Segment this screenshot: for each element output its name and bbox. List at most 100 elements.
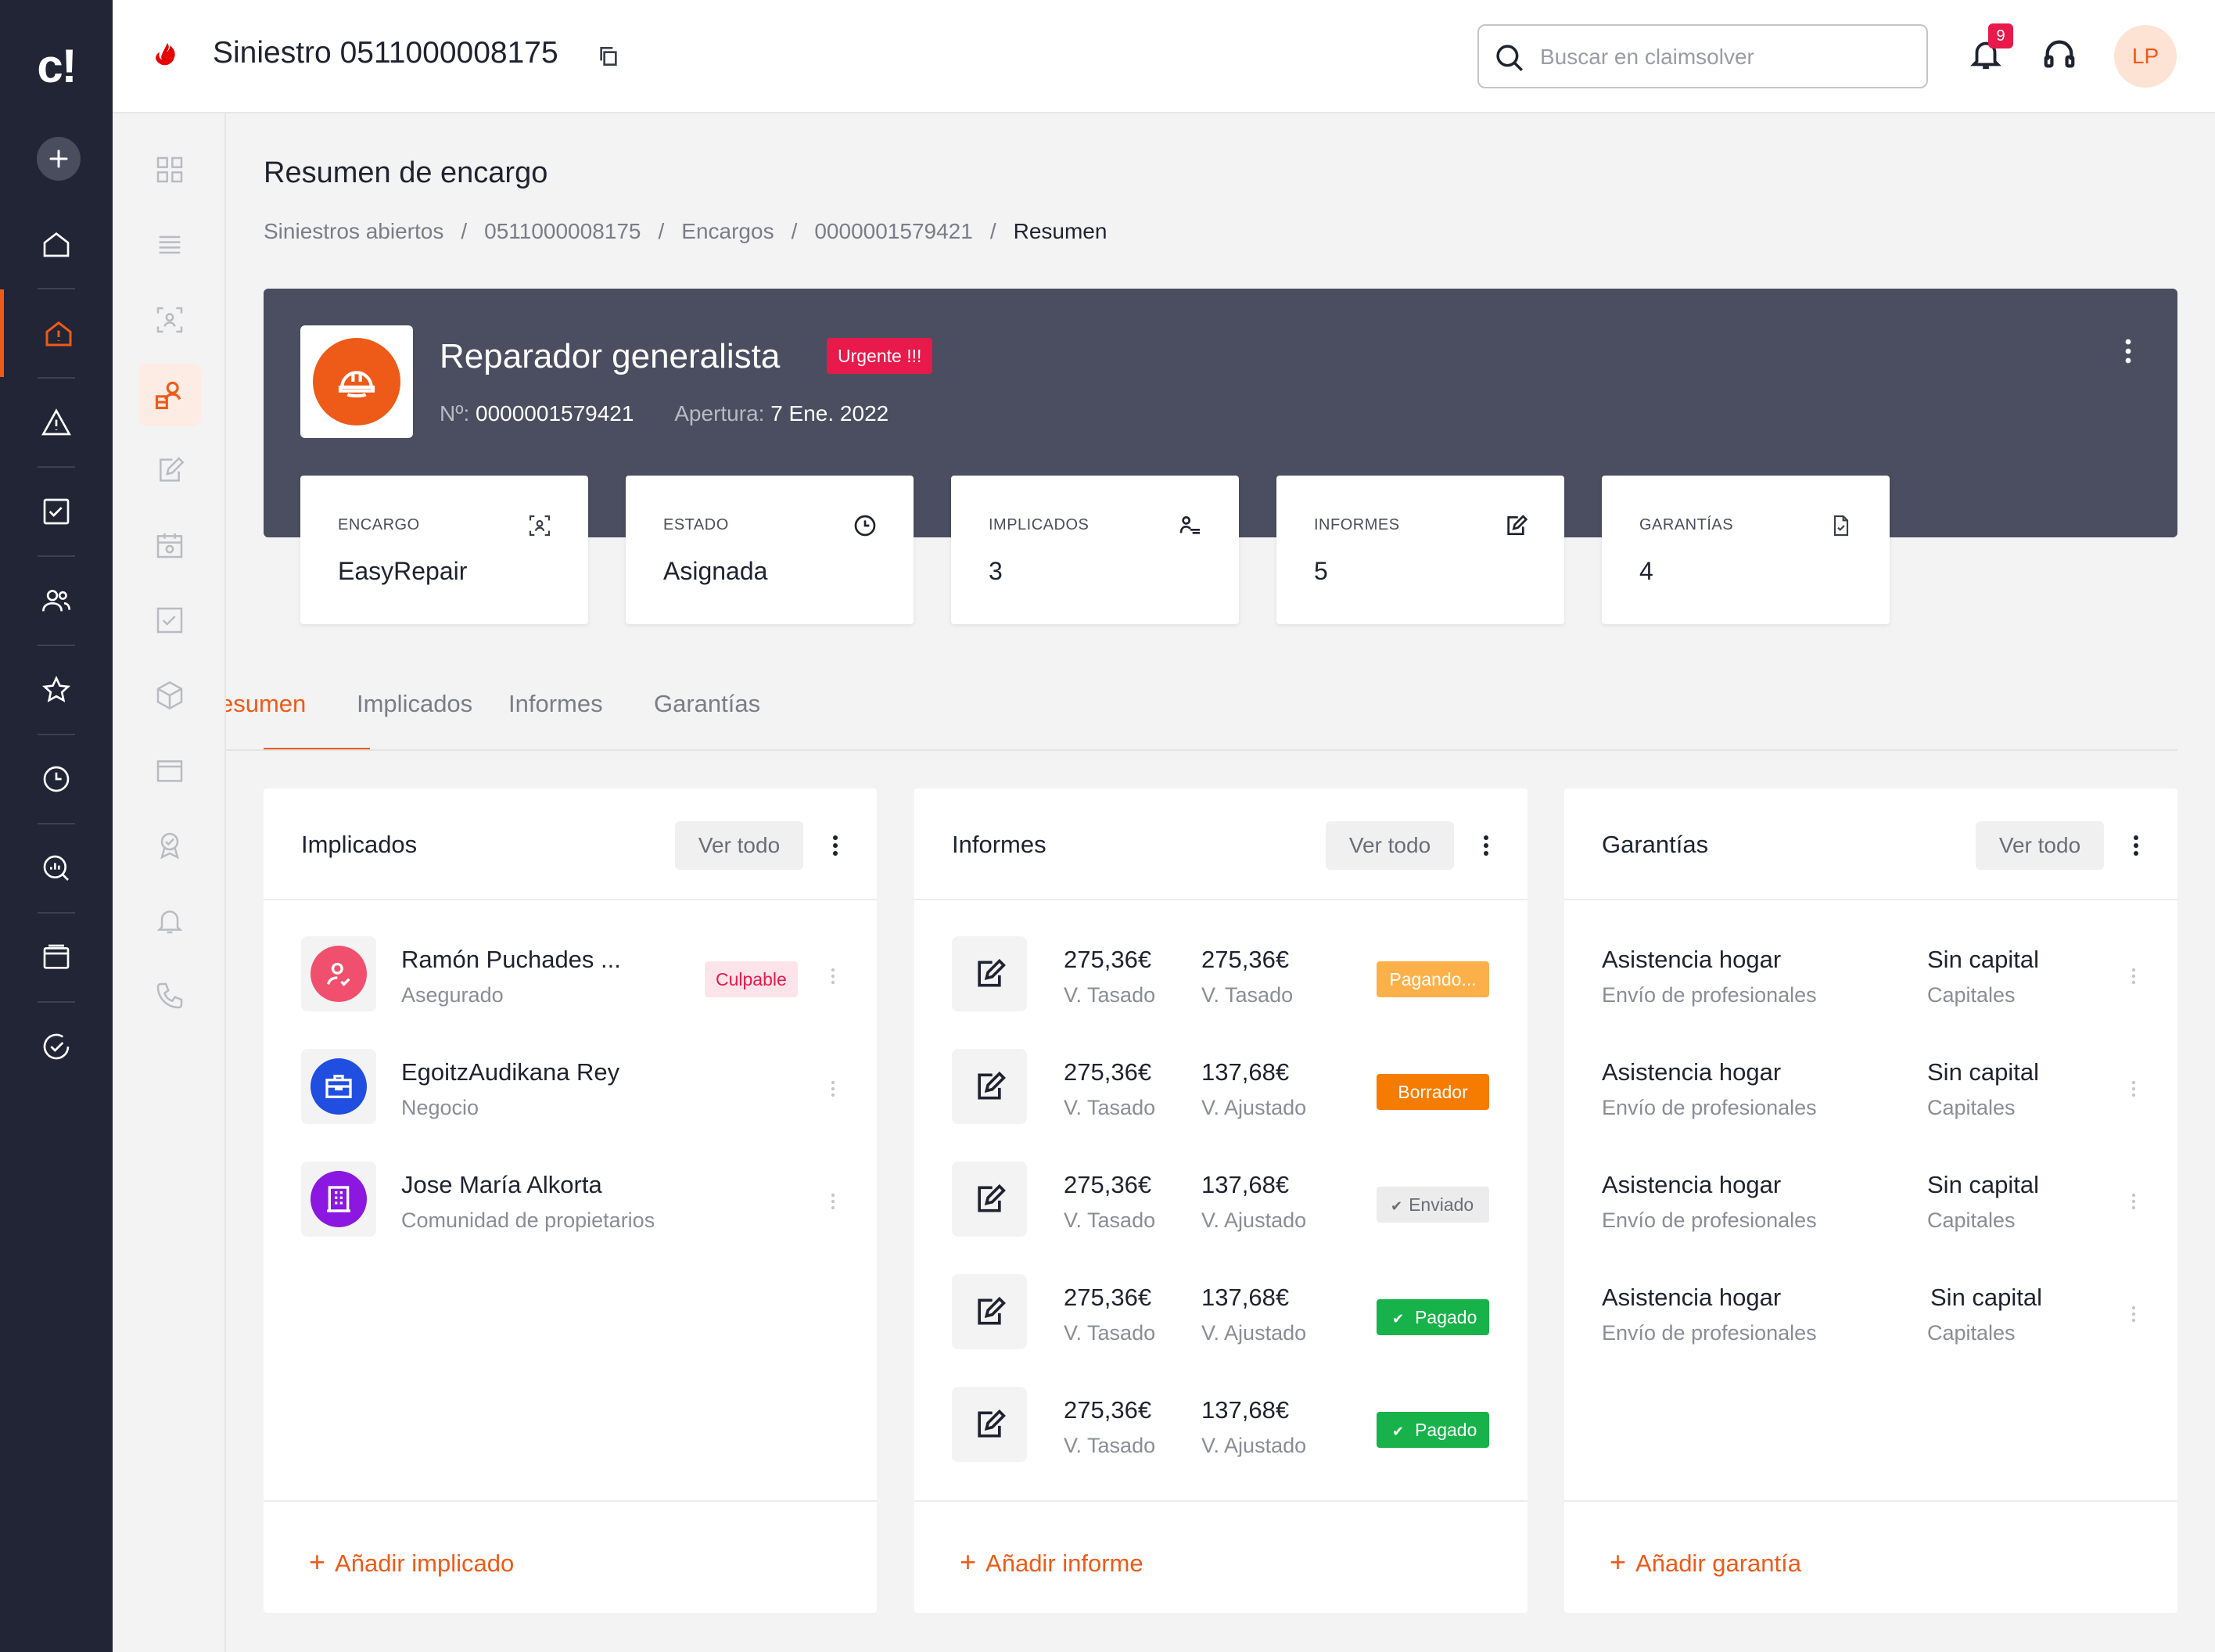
view-all-button[interactable]: Ver todo <box>1976 821 2104 870</box>
involved-name: Jose María Alkorta <box>401 1171 602 1198</box>
report-row[interactable]: 275,36€ V. Tasado 275,36€ V. Tasado Paga… <box>914 900 1528 1013</box>
breadcrumb-item[interactable]: Encargos <box>681 219 774 243</box>
more-icon[interactable] <box>2123 337 2133 365</box>
more-icon[interactable] <box>830 1079 836 1099</box>
guarantee-capital-label: Capitales <box>1927 1096 2016 1119</box>
guarantee-desc: Envío de profesionales <box>1602 1321 1817 1345</box>
breadcrumb-item[interactable]: 0511000008175 <box>484 219 641 243</box>
involved-icon <box>1179 516 1200 534</box>
breadcrumb-item[interactable]: Siniestros abiertos <box>264 219 444 243</box>
report-row[interactable]: 275,36€ V. Tasado 137,68€ V. Ajustado ✔ P… <box>914 1238 1528 1351</box>
more-icon[interactable] <box>2131 1191 2137 1212</box>
insured-icon <box>327 962 350 986</box>
guarantee-capital-label: Capitales <box>1927 983 2016 1007</box>
view-all-button[interactable]: Ver todo <box>1326 821 1454 870</box>
subnav-calls[interactable] <box>138 964 201 1027</box>
appraised-label: V. Tasado <box>1064 1434 1156 1457</box>
section-tabs: esumen Implicados Informes Garantías <box>226 681 2177 751</box>
guarantee-name: Asistencia hogar <box>1602 946 1782 973</box>
building-icon <box>327 1186 350 1212</box>
subnav-windows[interactable] <box>138 739 201 802</box>
more-icon[interactable] <box>2131 1079 2137 1099</box>
view-all-button[interactable]: Ver todo <box>675 821 803 870</box>
list-item[interactable]: EgoitzAudikana Rey Negocio <box>264 1013 877 1126</box>
breadcrumb-item[interactable]: 0000001579421 <box>814 219 973 243</box>
nav-tasks[interactable] <box>0 468 113 555</box>
more-icon[interactable] <box>2132 834 2140 857</box>
list-item[interactable]: Jose María Alkorta Comunidad de propieta… <box>264 1126 877 1238</box>
subnav-list[interactable] <box>138 214 201 276</box>
copy-icon[interactable] <box>596 44 621 69</box>
add-guarantee-button[interactable]: + Añadir garantía <box>1610 1546 1802 1578</box>
stat-value: 5 <box>1314 557 1328 585</box>
headset-icon[interactable] <box>2041 36 2077 72</box>
panel-informes: Informes Ver todo 275,36€ V. Tasado 275,… <box>914 788 1528 1613</box>
nav-users[interactable] <box>0 557 113 645</box>
main-sidebar: c! <box>0 0 113 1652</box>
subnav-calendar[interactable] <box>138 514 201 576</box>
report-icon <box>978 1296 1006 1325</box>
repairer-icon <box>155 381 181 410</box>
guarantee-row[interactable]: Asistencia hogar Envío de profesionales … <box>1564 1238 2177 1351</box>
guarantee-capital: Sin capital <box>1930 1284 2043 1311</box>
create-button[interactable] <box>37 137 81 181</box>
list-icon <box>159 235 181 254</box>
checkbox-icon <box>156 607 183 634</box>
app-logo[interactable]: c! <box>37 40 77 92</box>
appraised-label: V. Tasado <box>1064 1096 1156 1119</box>
helmet-icon <box>338 371 375 398</box>
search-placeholder: Buscar en claimsolver <box>1540 45 1754 69</box>
nav-favorites[interactable] <box>0 646 113 734</box>
add-involved-button[interactable]: + Añadir implicado <box>309 1546 515 1578</box>
assignment-number: 0000001579421 <box>476 401 634 426</box>
subnav-packages[interactable] <box>138 664 201 727</box>
briefcase-icon <box>325 1075 352 1098</box>
tab-informes[interactable]: Informes <box>508 690 603 717</box>
more-icon[interactable] <box>831 834 839 857</box>
report-row[interactable]: 275,36€ V. Tasado 137,68€ V. Ajustado Bo… <box>914 1013 1528 1126</box>
guarantee-row[interactable]: Asistencia hogar Envío de profesionales … <box>1564 1013 2177 1126</box>
search-input[interactable]: Buscar en claimsolver <box>1477 24 1928 88</box>
panel-title: Informes <box>952 831 1046 858</box>
nav-analytics[interactable] <box>0 824 113 912</box>
subnav-checks[interactable] <box>138 589 201 652</box>
more-icon[interactable] <box>1482 834 1490 857</box>
adjusted-value: 275,36€ <box>1201 946 1290 973</box>
guarantee-row[interactable]: Asistencia hogar Envío de profesionales … <box>1564 900 2177 1013</box>
more-icon[interactable] <box>830 1191 836 1212</box>
status-badge: ✔ Enviado <box>1377 1187 1489 1223</box>
guarantee-row[interactable]: Asistencia hogar Envío de profesionales … <box>1564 1126 2177 1238</box>
subnav-assignments[interactable] <box>138 289 201 351</box>
more-icon[interactable] <box>830 966 836 986</box>
nav-home[interactable] <box>0 200 113 288</box>
add-report-button[interactable]: + Añadir informe <box>960 1546 1143 1578</box>
more-icon[interactable] <box>2131 1304 2137 1324</box>
breadcrumb-current: Resumen <box>1013 219 1108 243</box>
guarantee-desc: Envío de profesionales <box>1602 1096 1817 1119</box>
subnav-reports[interactable] <box>138 439 201 501</box>
nav-claims[interactable] <box>0 289 113 377</box>
guarantee-capital-label: Capitales <box>1927 1208 2016 1232</box>
tab-resumen[interactable]: esumen <box>226 690 307 717</box>
appraised-value: 275,36€ <box>1064 1284 1152 1311</box>
report-row[interactable]: 275,36€ V. Tasado 137,68€ V. Ajustado ✔ E… <box>914 1126 1528 1238</box>
subnav-awards[interactable] <box>138 814 201 877</box>
report-row[interactable]: 275,36€ V. Tasado 137,68€ V. Ajustado ✔ P… <box>914 1351 1528 1463</box>
appraised-value: 275,36€ <box>1064 1171 1152 1198</box>
list-item[interactable]: Ramón Puchades ... Asegurado Culpable <box>264 900 877 1013</box>
tab-garantias[interactable]: Garantías <box>654 690 761 717</box>
nav-windows[interactable] <box>0 914 113 1001</box>
more-icon[interactable] <box>2131 966 2137 986</box>
subnav-dashboard[interactable] <box>138 138 201 201</box>
involved-role: Negocio <box>401 1096 479 1119</box>
nav-history[interactable] <box>0 735 113 823</box>
adjusted-value: 137,68€ <box>1201 1171 1290 1198</box>
adjusted-label: V. Ajustado <box>1201 1096 1307 1119</box>
tab-implicados[interactable]: Implicados <box>357 690 473 717</box>
nav-alerts[interactable] <box>0 379 113 466</box>
nav-done[interactable] <box>0 1003 113 1090</box>
subnav-notifications[interactable] <box>138 889 201 952</box>
subnav-repairers[interactable] <box>138 364 201 426</box>
user-avatar[interactable]: LP <box>2114 25 2177 88</box>
status-label: Enviado <box>1409 1194 1474 1215</box>
